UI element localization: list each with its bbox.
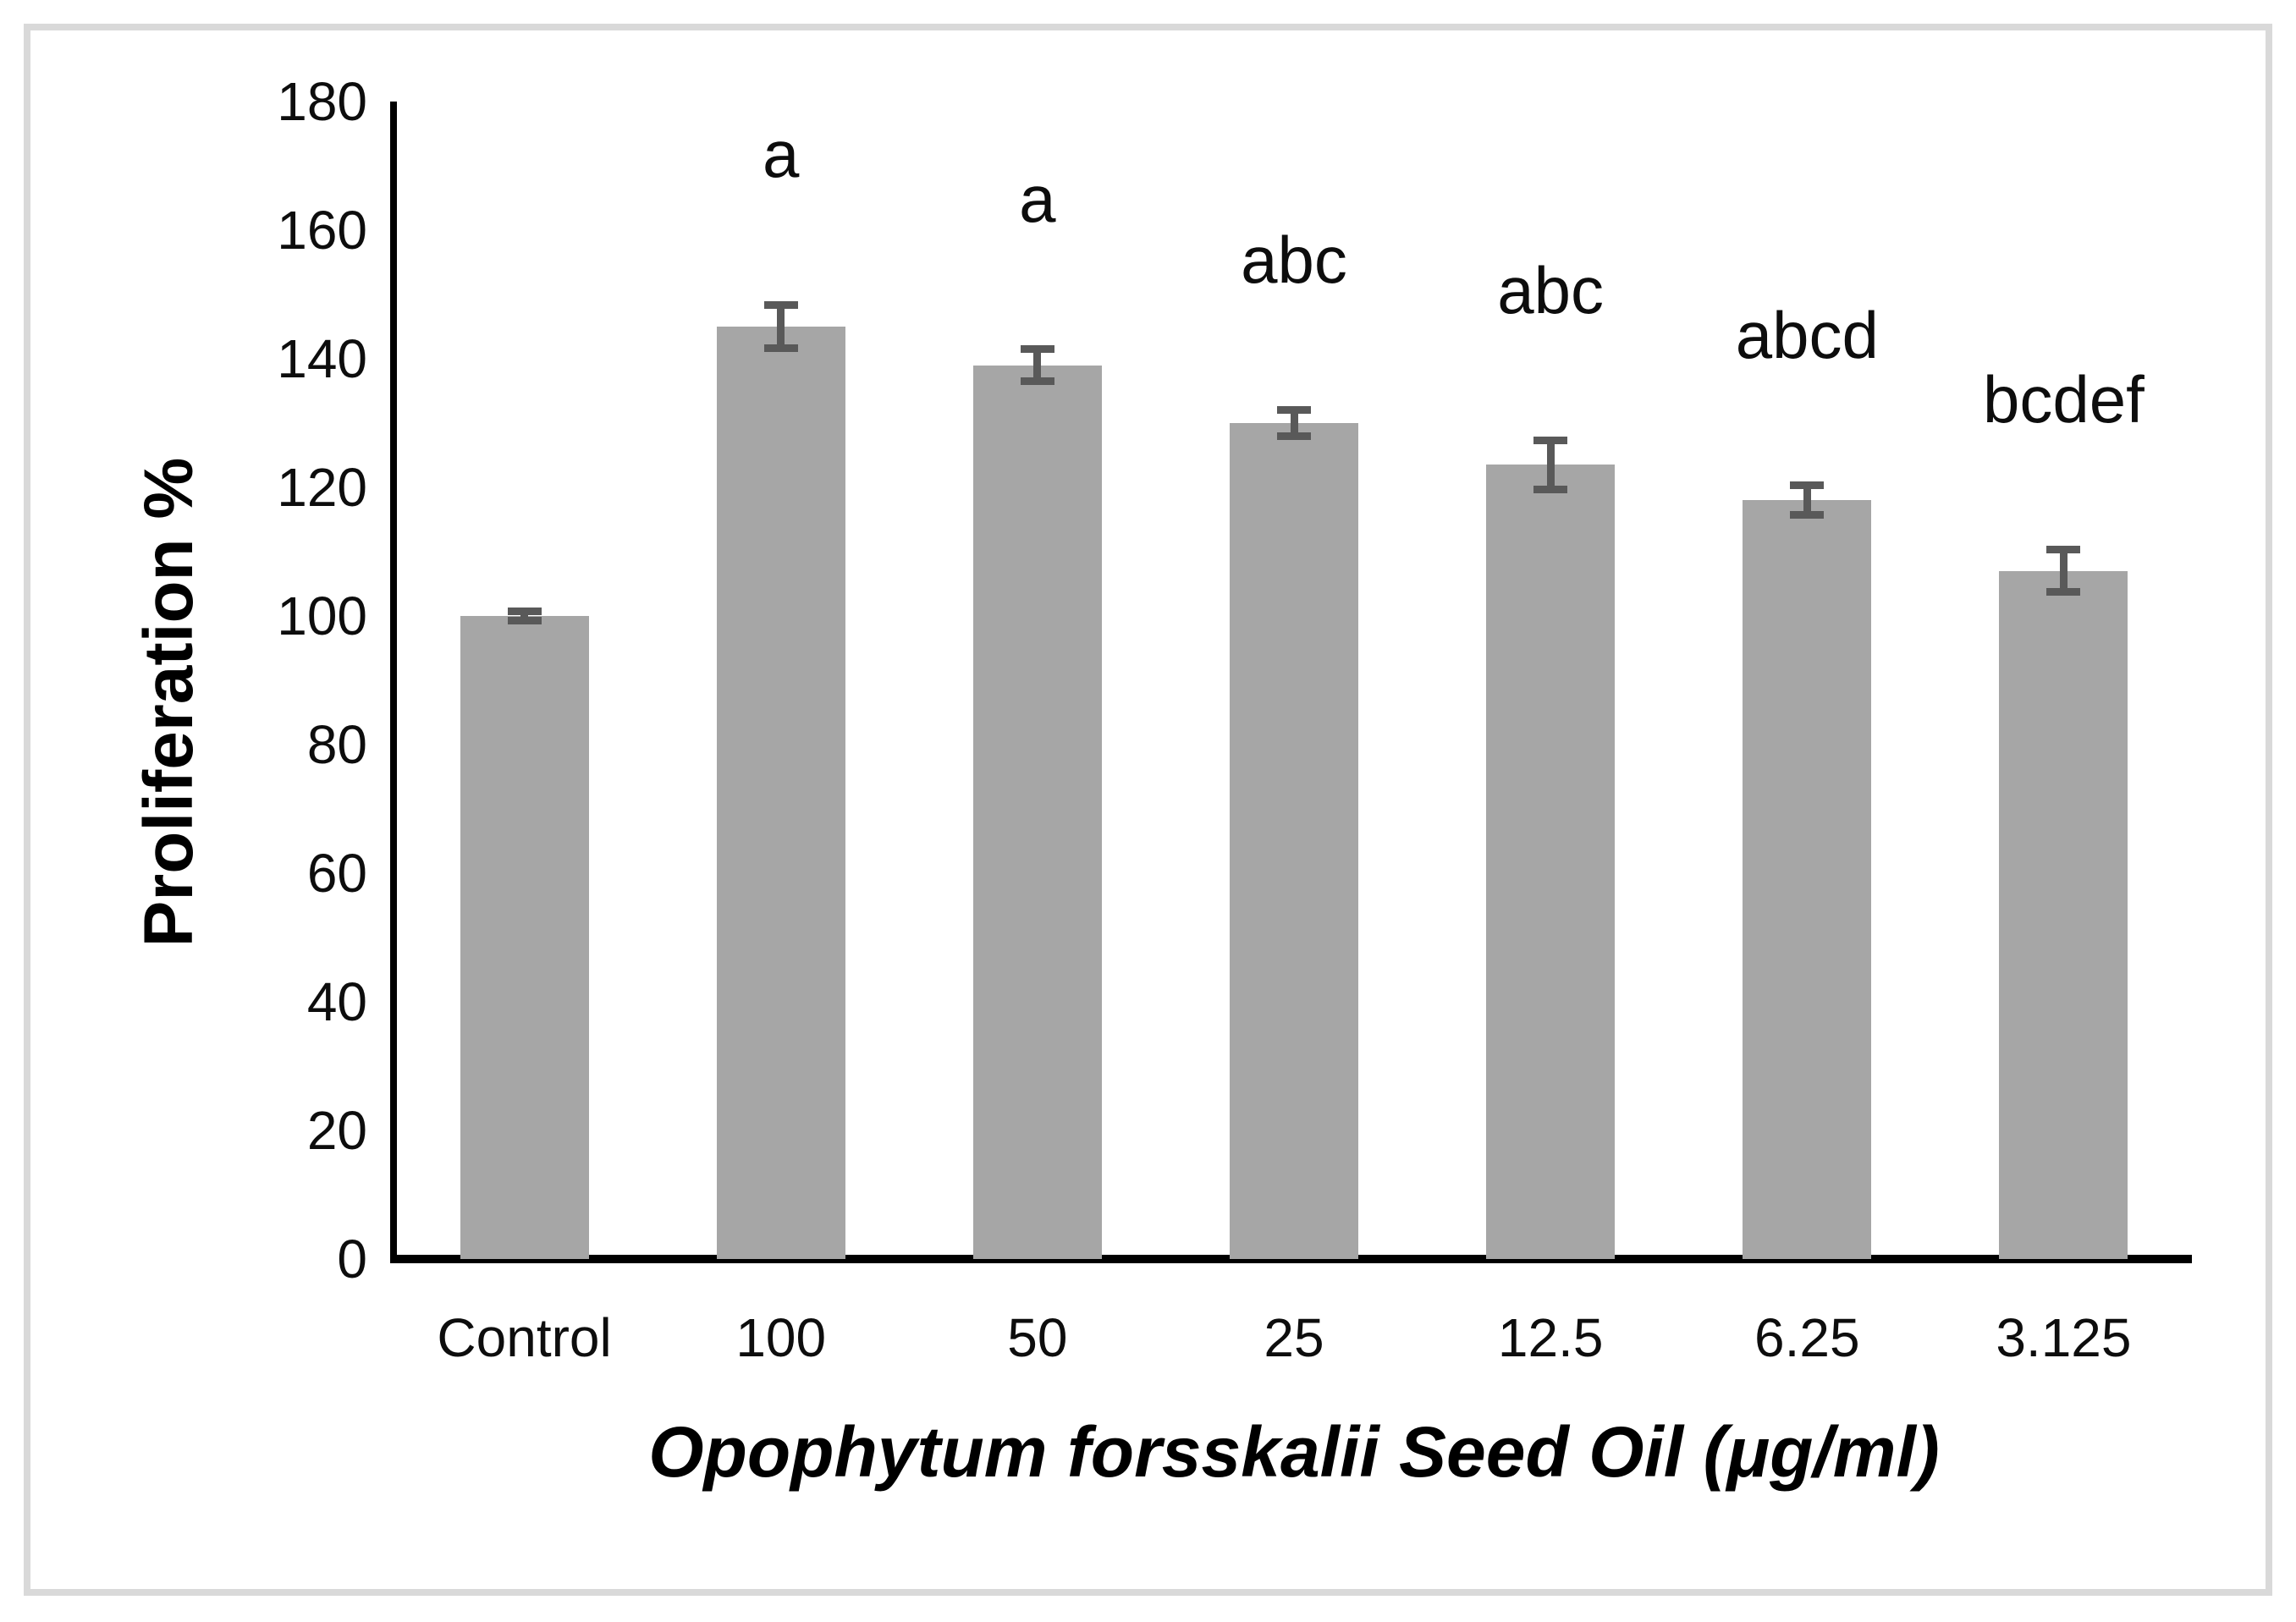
y-tick-label: 20: [306, 1100, 367, 1161]
significance-letter: a: [1019, 161, 1056, 236]
error-bar-cap: [1790, 511, 1825, 520]
error-bar-cap: [507, 608, 542, 616]
x-tick-label: 50: [1007, 1307, 1068, 1368]
y-tick-label: 0: [337, 1229, 367, 1289]
x-axis-title: Opophytum forsskalii Seed Oil (μg/ml): [648, 1412, 1940, 1492]
error-bar-line: [777, 305, 785, 349]
error-bar-line: [520, 611, 529, 621]
bar: [1230, 423, 1358, 1259]
error-bar-cap: [1020, 345, 1054, 354]
significance-letter: abc: [1241, 222, 1347, 297]
plot-area: a a abc abc abcd bcdef: [396, 102, 2192, 1259]
y-tick-label: 80: [306, 714, 367, 775]
x-tick-label: 100: [735, 1307, 827, 1368]
error-bar-line: [1033, 349, 1042, 382]
x-tick-label: 3.125: [1996, 1307, 2132, 1368]
error-bar-cap: [763, 344, 798, 353]
error-bar-line: [1546, 440, 1555, 490]
x-axis-line: [390, 1255, 2192, 1263]
x-tick-label: Control: [437, 1307, 612, 1368]
bar: [1486, 465, 1616, 1259]
error-bar-cap: [507, 616, 542, 624]
error-bar-line: [1290, 410, 1298, 437]
y-axis-line: [390, 102, 397, 1262]
significance-letter: a: [763, 117, 800, 192]
y-tick-label: 40: [306, 971, 367, 1032]
y-tick-label: 60: [306, 843, 367, 904]
bar: [460, 616, 589, 1259]
x-tick-label: 6.25: [1754, 1307, 1860, 1368]
y-tick-label: 100: [277, 586, 367, 646]
x-tick-label: 12.5: [1497, 1307, 1604, 1368]
error-bar-cap: [1790, 481, 1825, 490]
significance-letter: abcd: [1735, 297, 1879, 372]
y-tick-label: 140: [277, 328, 367, 389]
y-tick-label: 160: [277, 200, 367, 261]
error-bar-cap: [2046, 588, 2081, 597]
bar: [716, 327, 845, 1259]
error-bar-line: [2059, 549, 2068, 592]
error-bar-cap: [1020, 377, 1054, 386]
error-bar-line: [1803, 485, 1811, 515]
error-bar-cap: [1277, 432, 1311, 440]
error-bar-cap: [1533, 437, 1568, 445]
error-bar-cap: [763, 300, 798, 309]
bar: [972, 365, 1102, 1259]
y-tick-label: 180: [277, 71, 367, 132]
significance-letter: bcdef: [1983, 361, 2145, 437]
figure-border: [24, 24, 2272, 1596]
y-tick-label: 120: [277, 457, 367, 518]
error-bar-cap: [1533, 485, 1568, 493]
error-bar-cap: [2046, 546, 2081, 554]
bar: [1999, 570, 2128, 1259]
error-bar-cap: [1277, 406, 1311, 415]
significance-letter: abc: [1497, 252, 1605, 327]
bar: [1743, 500, 1872, 1259]
x-tick-label: 25: [1264, 1307, 1324, 1368]
